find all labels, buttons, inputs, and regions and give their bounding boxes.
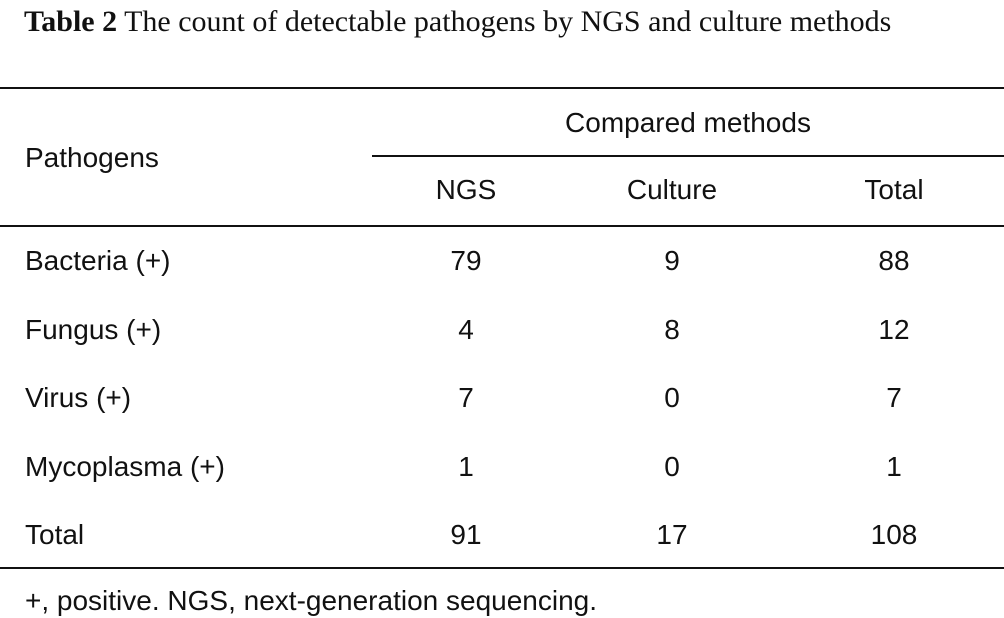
cell: 108 <box>870 519 918 550</box>
row-header: Pathogens <box>25 142 159 173</box>
cell: 1 <box>458 450 474 482</box>
row-label: Total <box>25 519 85 550</box>
cell: 9 <box>664 245 680 276</box>
cell: 0 <box>664 450 680 482</box>
cell: 17 <box>656 519 688 550</box>
cell: 12 <box>878 313 910 345</box>
header-rule <box>0 225 1004 227</box>
cell: 88 <box>878 245 910 276</box>
row-label: Fungus (+) <box>25 313 162 345</box>
cell: 8 <box>664 313 680 345</box>
row-label: Bacteria (+) <box>25 245 171 276</box>
column-header: Culture <box>626 174 718 205</box>
column-header: NGS <box>435 174 497 205</box>
bottom-rule <box>0 567 1004 569</box>
column-header: Total <box>864 174 924 205</box>
footnote: +, positive. NGS, next-generation sequen… <box>25 585 598 616</box>
caption-label: Table 2 <box>24 5 118 38</box>
cell: 1 <box>886 450 902 482</box>
cell: 91 <box>450 519 482 550</box>
row-label: Virus (+) <box>25 382 132 413</box>
top-rule <box>0 87 1004 89</box>
group-header: Compared methods <box>565 107 811 138</box>
caption-text: The count of detectable pathogens by NGS… <box>124 5 892 38</box>
cell: 7 <box>458 382 474 413</box>
cell: 79 <box>450 245 482 276</box>
cell: 0 <box>664 382 680 413</box>
cell: 4 <box>458 313 474 345</box>
group-rule <box>372 155 1004 157</box>
row-label: Mycoplasma (+) <box>25 450 225 482</box>
cell: 7 <box>886 382 902 413</box>
caption: Table 2 The count of detectable pathogen… <box>24 0 980 43</box>
